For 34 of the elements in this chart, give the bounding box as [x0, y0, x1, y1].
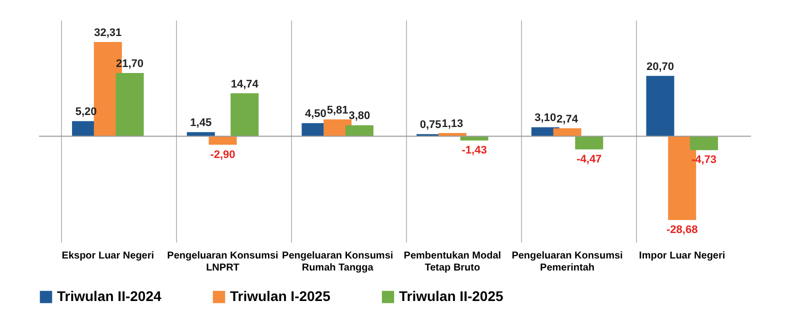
bar — [646, 76, 674, 136]
data-label: -28,68 — [666, 224, 698, 236]
data-label: -4,47 — [576, 153, 602, 166]
bar — [208, 136, 237, 145]
bar — [690, 136, 718, 150]
bar — [186, 132, 215, 136]
bar — [116, 72, 144, 136]
x-tick-label: Pengeluaran Konsumsi Pemerintah — [512, 250, 624, 274]
data-label: 32,31 — [94, 27, 122, 39]
x-tick-label: Impor Luar Negeri — [639, 250, 726, 262]
legend-label: Triwulan II-2024 — [57, 288, 162, 304]
x-tick-label: Pengeluaran Konsumsi Rumah Tangga — [282, 250, 394, 274]
bar — [438, 133, 466, 136]
data-label: 1,45 — [190, 117, 212, 130]
data-label: 2,74 — [556, 113, 579, 126]
data-label: -2,90 — [210, 148, 236, 161]
data-label: -1,43 — [462, 144, 487, 156]
data-label: 3,80 — [348, 110, 370, 122]
bar — [553, 128, 582, 136]
data-label: 4,50 — [304, 108, 326, 120]
data-label: 20,70 — [646, 60, 674, 73]
bar — [345, 125, 374, 136]
x-tick-label: Pembentukan Modal Tetap Bruto — [404, 250, 502, 274]
data-label: 0,75 — [420, 119, 442, 132]
bar — [575, 136, 604, 150]
data-label: 3,10 — [534, 112, 556, 124]
x-tick-label: Pengeluaran Konsumsi LNPRT — [167, 250, 279, 274]
data-label: 1,13 — [442, 118, 464, 130]
data-label: 5,81 — [326, 104, 348, 116]
x-tick-label: Ekspor Luar Negeri — [62, 250, 154, 262]
bar — [230, 93, 259, 136]
legend-label: Triwulan II-2025 — [399, 288, 504, 304]
data-label: 14,74 — [230, 78, 260, 90]
legend-label: Triwulan I-2025 — [230, 288, 331, 304]
